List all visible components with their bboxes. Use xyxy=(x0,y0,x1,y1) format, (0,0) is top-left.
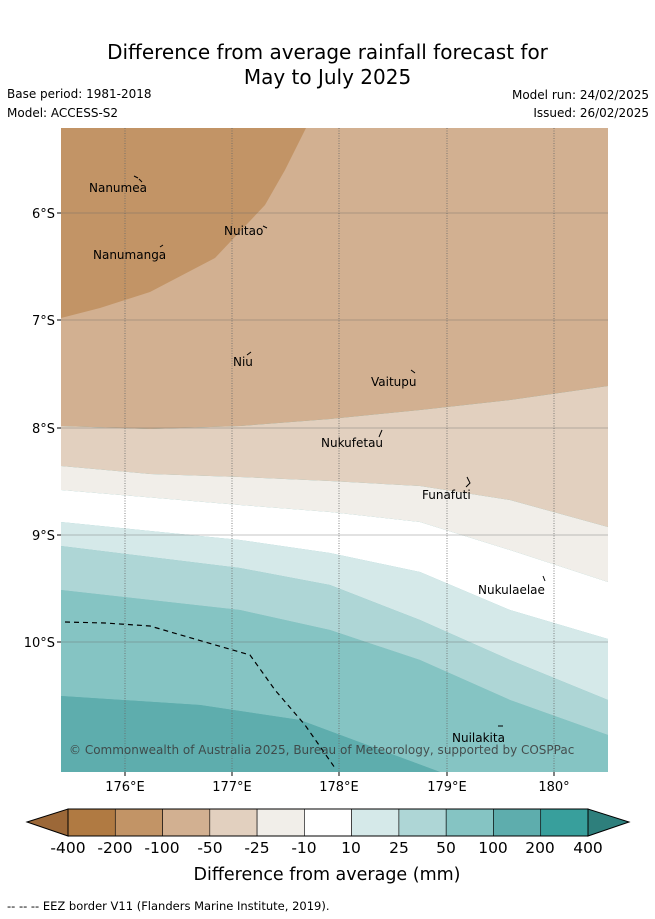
legend-swatch xyxy=(351,808,400,837)
island-nuitao xyxy=(262,225,268,229)
lat-label-9s: 9°S xyxy=(32,529,55,544)
island-niu xyxy=(246,351,252,356)
band-50-100 xyxy=(61,590,608,772)
band-100-200-lower xyxy=(61,696,440,772)
legend-title: Difference from average (mm) xyxy=(193,865,460,885)
lat-label-7s: 7°S xyxy=(32,314,55,329)
legend-tick: -400 xyxy=(50,839,85,857)
legend-swatch xyxy=(67,808,116,837)
lon-label-178e: 178°E xyxy=(319,780,359,795)
islands xyxy=(133,175,546,727)
model-run: Model run: 24/02/2025 xyxy=(511,88,649,102)
legend-swatch xyxy=(493,808,542,837)
legend-swatch xyxy=(540,808,589,837)
label-vaitupu: Vaitupu xyxy=(371,375,417,389)
gridlines xyxy=(61,128,608,772)
legend-tick: 25 xyxy=(389,839,409,857)
legend-tick: 10 xyxy=(341,839,361,857)
band-10-25 xyxy=(61,522,608,700)
title-line-2: May to July 2025 xyxy=(243,65,412,89)
lon-label-177e: 177°E xyxy=(212,780,252,795)
map-title: Difference from average rainfall forecas… xyxy=(0,40,655,90)
island-funafuti xyxy=(465,476,471,488)
lat-label-8s: 8°S xyxy=(32,422,55,437)
title-line-1: Difference from average rainfall forecas… xyxy=(107,40,548,64)
eez-border-line xyxy=(64,621,336,769)
issued-date: Issued: 26/02/2025 xyxy=(533,106,649,120)
label-nukulaelae: Nukulaelae xyxy=(478,583,545,597)
legend-swatch xyxy=(209,808,258,837)
legend-tick-labels: -400 -200 -100 -50 -25 -10 10 25 50 100 … xyxy=(50,839,602,857)
lat-label-10s: 10°S xyxy=(24,636,55,651)
eez-footnote: -- -- -- EEZ border V11 (Flanders Marine… xyxy=(7,899,330,913)
color-legend: -400 -200 -100 -50 -25 -10 10 25 50 100 … xyxy=(25,808,631,885)
label-nanumea: Nanumea xyxy=(89,181,147,195)
legend-tick: -200 xyxy=(97,839,132,857)
lat-tick-labels: 6°S 7°S 8°S 9°S 10°S xyxy=(24,207,55,651)
legend-extend-low xyxy=(25,808,69,837)
base-period: Base period: 1981-2018 xyxy=(7,87,152,101)
island-nanumea xyxy=(133,175,143,183)
legend-tick: -50 xyxy=(197,839,222,857)
lat-label-6s: 6°S xyxy=(32,207,55,222)
legend-tick: 200 xyxy=(525,839,555,857)
legend-swatch xyxy=(304,808,352,837)
label-nukufetau: Nukufetau xyxy=(321,436,383,450)
legend-tick: -100 xyxy=(144,839,179,857)
copyright-notice: © Commonwealth of Australia 2025, Bureau… xyxy=(69,743,574,757)
legend-swatch xyxy=(114,808,163,837)
island-nukufetau xyxy=(378,429,383,438)
legend-tick: 50 xyxy=(436,839,456,857)
legend-frame xyxy=(67,808,589,837)
label-funafuti: Funafuti xyxy=(422,488,471,502)
axis-ticks xyxy=(57,212,555,776)
island-nukulaelae xyxy=(542,575,546,582)
label-niu: Niu xyxy=(233,355,253,369)
legend-tick: 100 xyxy=(478,839,508,857)
lon-tick-labels: 176°E 177°E 178°E 179°E 180° xyxy=(105,780,569,795)
place-labels: Nanumea Nuitao Nanumanga Niu Vaitupu Nuk… xyxy=(89,181,545,745)
legend-swatch xyxy=(398,808,447,837)
lon-label-180: 180° xyxy=(538,780,569,795)
legend-tick: 400 xyxy=(573,839,603,857)
legend-swatch xyxy=(256,808,305,837)
band-25-50 xyxy=(61,546,608,735)
band-minus-100-200 xyxy=(61,128,306,318)
label-nuitao: Nuitao xyxy=(224,224,263,238)
legend-swatches xyxy=(67,808,589,837)
legend-tick: -25 xyxy=(244,839,269,857)
band-minus-10-25 xyxy=(61,466,608,582)
legend-tick: -10 xyxy=(291,839,316,857)
band-neutral xyxy=(61,490,608,639)
island-nanumanga xyxy=(159,244,164,248)
label-nuilakita: Nuilakita xyxy=(452,731,505,745)
legend-extend-high xyxy=(587,808,631,837)
legend-swatch xyxy=(445,808,494,837)
model-name: Model: ACCESS-S2 xyxy=(7,106,119,120)
label-nanumanga: Nanumanga xyxy=(93,248,166,262)
map-area: Nanumea Nuitao Nanumanga Niu Vaitupu Nuk… xyxy=(61,128,608,772)
lon-label-179e: 179°E xyxy=(427,780,467,795)
lon-label-176e: 176°E xyxy=(105,780,145,795)
band-minus-25-50 xyxy=(61,386,608,527)
legend-swatch xyxy=(162,808,211,837)
island-vaitupu xyxy=(410,369,416,374)
